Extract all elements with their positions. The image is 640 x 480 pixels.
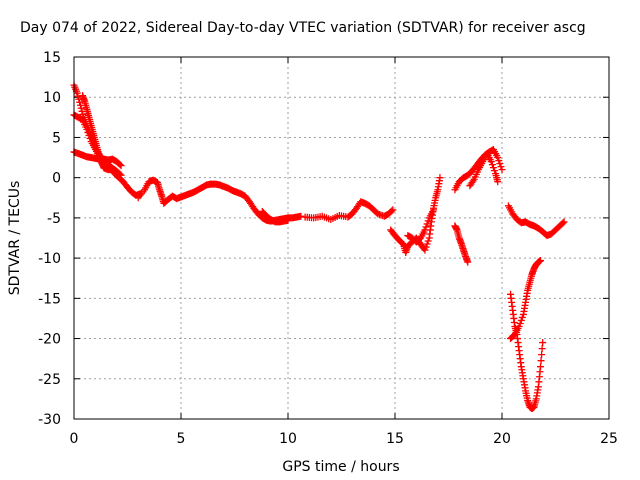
data-point [116, 170, 124, 178]
data-point [84, 128, 92, 136]
data-point [398, 239, 406, 247]
data-point [109, 166, 117, 174]
data-point [116, 161, 124, 169]
data-point [537, 363, 545, 371]
y-tick-label: -15 [38, 291, 61, 307]
series-arc-l [466, 150, 502, 190]
data-point [422, 243, 430, 251]
data-point [430, 206, 438, 214]
x-axis-label: GPS time / hours [282, 459, 399, 475]
y-tick-label: -25 [38, 372, 61, 388]
data-point [515, 322, 523, 330]
series-arc-g [301, 198, 397, 223]
data-point [436, 174, 444, 182]
series-arc-j [451, 222, 472, 266]
data-point [496, 160, 504, 168]
y-tick-label: -30 [38, 412, 61, 428]
y-tick-label: 5 [52, 130, 61, 146]
data-point [424, 237, 432, 245]
x-tick-label: 5 [177, 431, 186, 447]
data-point [389, 206, 397, 214]
data-point [388, 207, 396, 215]
x-tick-label: 15 [386, 431, 404, 447]
data-point [76, 98, 84, 106]
series-arc-f [258, 207, 292, 226]
x-tick-label: 0 [70, 431, 79, 447]
data-point [494, 154, 502, 162]
data-point [539, 339, 547, 347]
data-point [464, 258, 472, 266]
data-point [517, 316, 525, 324]
data-point [488, 161, 496, 169]
x-tick-labels: 0 5 10 15 20 25 [70, 431, 618, 447]
y-tick-label: -5 [47, 211, 61, 227]
y-tick-labels: 15 10 5 0 -5 -10 -15 -20 -25 -30 [38, 50, 61, 428]
series-arc-o [507, 257, 545, 343]
data-point [537, 257, 545, 265]
data-point [423, 220, 431, 228]
data-point [421, 246, 429, 254]
data-point [422, 223, 430, 231]
data-point [86, 134, 94, 142]
data-point [491, 167, 499, 175]
data-point [538, 351, 546, 359]
y-tick-label: 0 [52, 171, 61, 187]
data-point [117, 171, 125, 179]
data-point [487, 158, 495, 166]
data-point [518, 313, 526, 321]
y-tick-label: 10 [43, 90, 61, 106]
chart-title: Day 074 of 2022, Sidereal Day-to-day VTE… [20, 20, 586, 36]
y-tick-label: -20 [38, 332, 61, 348]
data-point [469, 177, 477, 185]
data-point [423, 240, 431, 248]
x-tick-label: 25 [600, 431, 618, 447]
data-point [424, 217, 432, 225]
data-point [516, 319, 524, 327]
data-point [497, 163, 505, 171]
data-point [537, 357, 545, 365]
plot-frame [73, 56, 610, 420]
data-point [494, 178, 502, 186]
y-tick-label: -10 [38, 251, 61, 267]
data-point [421, 226, 429, 234]
data-point [297, 212, 305, 220]
grid-lines [74, 57, 609, 419]
series-arc-d [79, 92, 117, 174]
data-point [495, 157, 503, 165]
data-point [559, 219, 567, 227]
data-point [560, 218, 568, 226]
data-points [70, 81, 568, 413]
y-tick-label: 15 [43, 50, 61, 66]
series-arc-i [404, 206, 438, 246]
data-point [498, 166, 506, 174]
x-tick-label: 10 [279, 431, 297, 447]
y-axis-label: SDTVAR / TECUs [7, 181, 23, 296]
data-point [73, 89, 81, 97]
data-point [77, 104, 85, 112]
series-arc-m [504, 202, 568, 240]
data-point [538, 345, 546, 353]
data-point [489, 164, 497, 172]
axis-ticks [73, 56, 610, 420]
data-point [284, 216, 292, 224]
data-point [117, 162, 125, 170]
x-tick-label: 20 [493, 431, 511, 447]
